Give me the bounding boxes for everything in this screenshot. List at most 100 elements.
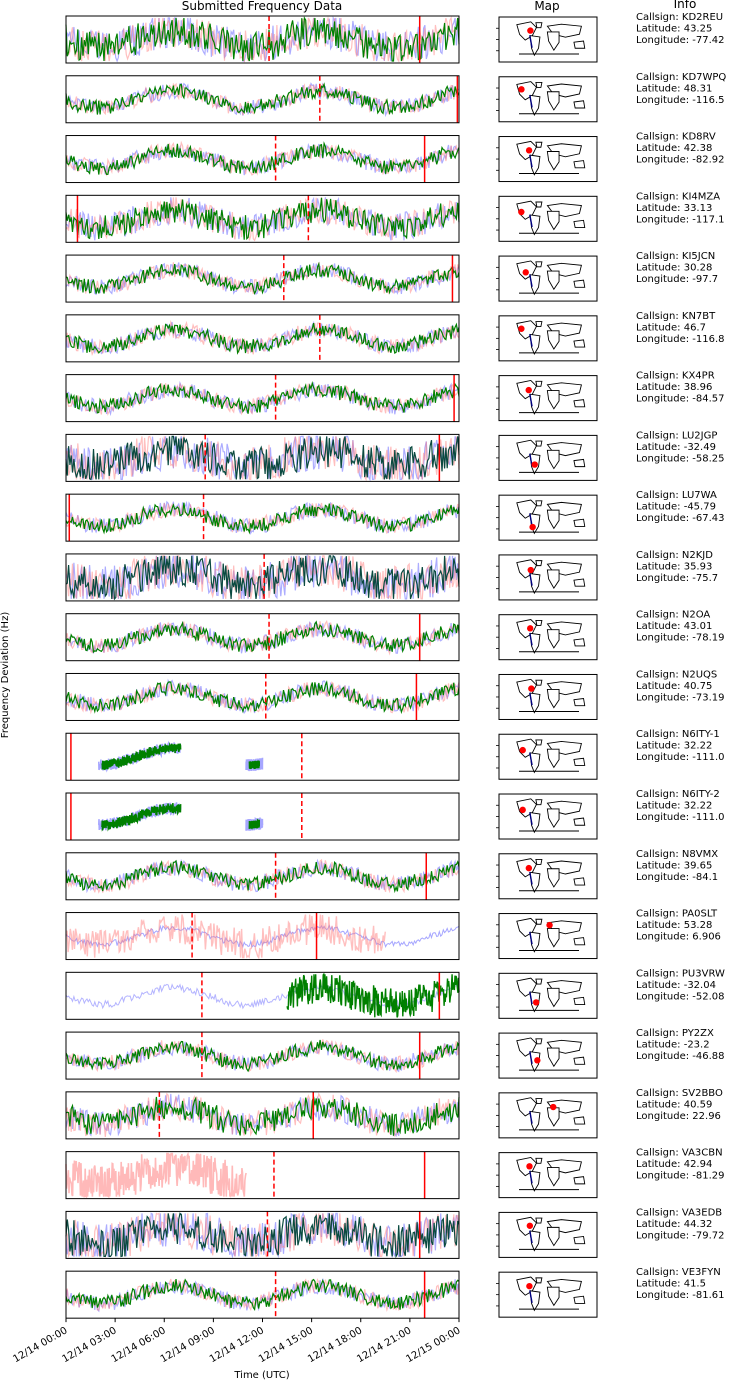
panel-frame xyxy=(65,75,460,124)
station-location-marker xyxy=(532,999,540,1006)
station-info-line: Latitude: -32.49 xyxy=(636,442,716,453)
station-location-marker xyxy=(522,269,529,276)
map-panel xyxy=(496,136,598,183)
map-landmass xyxy=(573,219,586,228)
map-landmass xyxy=(546,629,560,649)
map-landmass xyxy=(573,996,586,1006)
panel-frame xyxy=(65,1091,460,1140)
map-panel xyxy=(496,554,598,601)
map-landmass xyxy=(573,1295,586,1304)
series-green-trace xyxy=(65,197,460,241)
station-info-line: Callsign: KI4MZA xyxy=(636,191,720,202)
map-landmass xyxy=(573,757,586,766)
panel-frame xyxy=(65,792,460,841)
station-location-marker xyxy=(546,921,553,929)
map-path xyxy=(529,692,533,706)
series-green-trace xyxy=(65,1278,460,1311)
map-landmass xyxy=(535,1217,543,1224)
station-info-line: Callsign: PY2ZX xyxy=(636,1028,714,1039)
station-info-line: Latitude: 40.75 xyxy=(636,681,712,692)
map-landmass xyxy=(546,688,560,709)
map-landmass xyxy=(546,1107,560,1127)
x-tick-label: 12/14 12:00 xyxy=(208,1325,266,1365)
station-info-line: Longitude: -52.08 xyxy=(636,991,725,1002)
station-info-line: Latitude: 53.28 xyxy=(636,920,712,931)
map-landmass xyxy=(573,279,586,288)
station-info-line: Longitude: -75.7 xyxy=(636,573,718,584)
map-landmass xyxy=(535,560,543,567)
map-path xyxy=(529,1051,533,1064)
series-green-trace xyxy=(65,554,460,601)
panel-frame xyxy=(65,314,460,363)
map-landmass xyxy=(573,937,586,946)
panel-frame xyxy=(65,971,460,1020)
info-title: Info xyxy=(674,0,697,11)
map-panel xyxy=(496,614,598,661)
series-pink-trace xyxy=(65,82,460,116)
series-pink-trace xyxy=(65,1039,460,1074)
map-landmass xyxy=(573,877,586,886)
station-info-line: Longitude: -81.29 xyxy=(636,1171,725,1182)
station-location-marker xyxy=(526,625,534,632)
station-info-line: Callsign: PA0SLT xyxy=(636,909,718,920)
map-landmass xyxy=(546,31,560,52)
frequency-panel xyxy=(65,1210,460,1259)
map-panel xyxy=(496,494,598,541)
map-panel xyxy=(496,853,598,900)
map-landmass xyxy=(546,748,560,769)
map-panel xyxy=(496,972,598,1019)
map-panel xyxy=(496,913,598,960)
map-landmass xyxy=(535,1098,543,1105)
y-axis-label: Frequency Deviation (Hz) xyxy=(0,612,11,739)
series-green-trace xyxy=(65,82,460,116)
station-info-line: Latitude: 35.93 xyxy=(636,561,712,572)
station-info-line: Callsign: LU2JGP xyxy=(636,430,717,441)
map-landmass xyxy=(535,918,543,925)
frequency-panel xyxy=(65,15,460,64)
station-info-line: Latitude: 32.22 xyxy=(636,801,712,812)
map-path xyxy=(529,1111,533,1124)
map-landmass xyxy=(546,1167,560,1187)
map-path xyxy=(529,573,533,586)
map-landmass xyxy=(535,799,543,806)
panel-frame xyxy=(65,672,460,721)
station-info-line: Longitude: -67.43 xyxy=(636,513,725,524)
station-info-line: Longitude: -73.19 xyxy=(636,692,725,703)
frequency-panel xyxy=(65,374,460,423)
map-landmass xyxy=(546,569,560,589)
station-info-line: Longitude: 6.906 xyxy=(636,932,721,943)
station-info-line: Longitude: -116.8 xyxy=(636,334,725,345)
frequency-panel xyxy=(65,613,460,662)
station-info-line: Longitude: 22.96 xyxy=(636,1111,721,1122)
panel-frame xyxy=(65,852,460,901)
map-title: Map xyxy=(534,0,559,13)
map-path xyxy=(529,35,533,48)
station-info-line: Latitude: 42.94 xyxy=(636,1159,712,1170)
map-panel xyxy=(496,673,598,720)
station-info-line: Callsign: LU7WA xyxy=(636,490,717,501)
map-panel xyxy=(496,375,598,422)
station-location-marker xyxy=(525,864,533,872)
panel-frame xyxy=(65,613,460,662)
panel-frame xyxy=(65,194,460,243)
station-location-marker xyxy=(527,566,534,574)
map-landmass xyxy=(535,141,543,148)
map-panel xyxy=(496,315,598,362)
map-landmass xyxy=(573,160,586,169)
